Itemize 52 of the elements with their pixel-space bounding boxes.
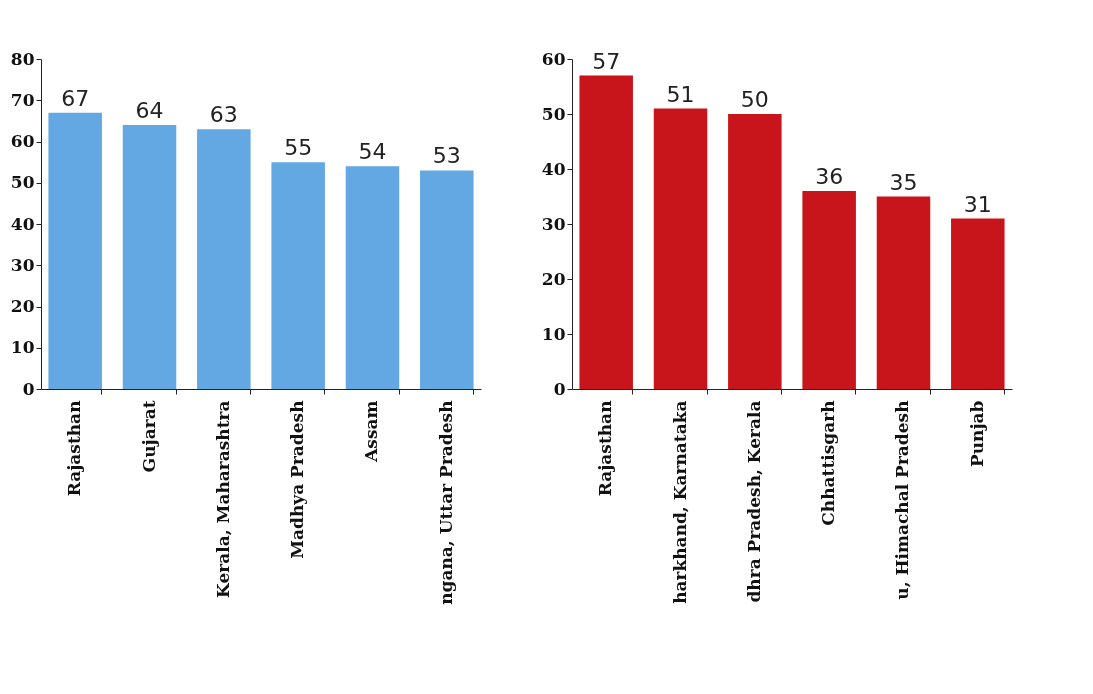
x-tick-label: Chhattisgarh — [818, 400, 839, 526]
y-tick-label: 60 — [10, 131, 35, 151]
x-tick-label: harkhand, Karnataka — [669, 400, 690, 604]
y-tick-label: 30 — [10, 254, 35, 275]
bar — [197, 129, 251, 389]
data-label: 57 — [592, 48, 621, 74]
data-label: 64 — [135, 98, 164, 123]
bar — [122, 125, 177, 389]
x-tick-label: Gujarat — [138, 400, 159, 473]
x-tick-label: Punjab — [966, 400, 987, 468]
y-tick-label: 50 — [10, 172, 35, 193]
data-label: 67 — [61, 85, 90, 111]
x-tick-label: dhra Pradesh, Kerala — [743, 400, 764, 603]
x-tick-label: Rajasthan — [64, 400, 85, 497]
y-tick-label: 80 — [10, 48, 35, 69]
y-tick-label: 40 — [10, 213, 35, 234]
data-label: 53 — [432, 143, 461, 169]
data-label: 31 — [963, 191, 992, 217]
y-tick-label: 20 — [10, 296, 35, 316]
x-tick-label: Rajasthan — [595, 400, 616, 497]
data-label: 54 — [358, 139, 387, 165]
x-tick-label: Kerala, Maharashtra — [212, 400, 233, 598]
x-tick-label: ngana, Uttar Pradesh — [435, 400, 456, 605]
data-label: 50 — [740, 87, 769, 112]
y-tick-label: 30 — [541, 213, 566, 234]
data-label: 51 — [666, 81, 695, 107]
y-tick-label: 10 — [10, 337, 35, 358]
y-tick-label: 50 — [541, 103, 566, 124]
y-tick-label: 70 — [10, 89, 35, 110]
bar — [876, 196, 931, 389]
y-tick-label: 0 — [553, 378, 566, 399]
x-tick-label: Assam — [361, 400, 382, 463]
x-tick-label: Madhya Pradesh — [287, 400, 308, 559]
bar — [802, 191, 856, 389]
data-label: 36 — [815, 164, 844, 189]
bar — [653, 108, 708, 389]
bar — [579, 75, 633, 389]
bar — [951, 218, 1005, 389]
data-label: 55 — [284, 135, 313, 161]
bar — [728, 114, 782, 389]
y-tick-label: 40 — [541, 158, 566, 179]
bar — [420, 170, 474, 389]
bar — [345, 166, 400, 389]
bar — [48, 112, 102, 389]
y-tick-label: 60 — [541, 48, 566, 69]
y-tick-label: 20 — [541, 268, 566, 289]
y-tick-label: 0 — [22, 378, 35, 399]
data-label: 63 — [209, 102, 238, 128]
x-tick-label: u, Himachal Pradesh — [892, 400, 913, 600]
y-tick-label: 10 — [541, 323, 566, 344]
bar — [271, 162, 325, 389]
data-label: 35 — [889, 169, 918, 195]
